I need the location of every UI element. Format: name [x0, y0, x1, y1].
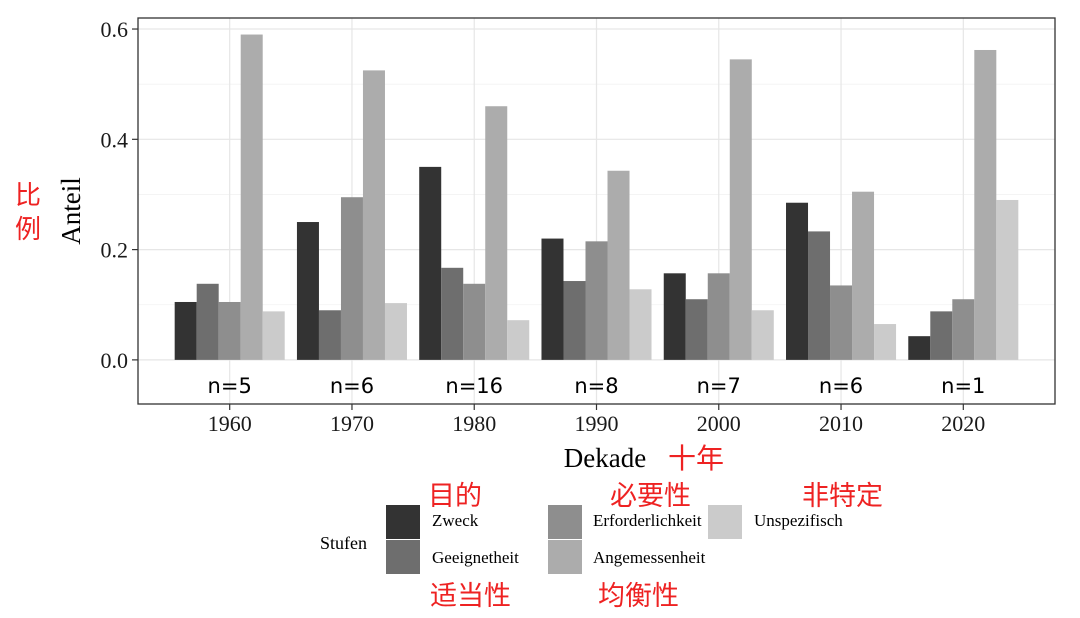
sample-size-label: n=6 [330, 374, 374, 398]
bar-unspezifisch-2010 [874, 324, 897, 360]
bar-geeignetheit-1980 [441, 267, 464, 360]
legend-label-angemessenheit: Angemessenheit [593, 548, 706, 567]
bar-geeignetheit-2010 [808, 231, 831, 360]
bar-geeignetheit-2020 [930, 311, 953, 360]
bar-erforderlichkeit-2000 [707, 273, 730, 360]
legend-label-geeignetheit: Geeignetheit [432, 548, 519, 567]
y-tick-label: 0.6 [101, 17, 129, 42]
x-tick-label: 2000 [697, 411, 741, 436]
bar-unspezifisch-1960 [262, 311, 285, 360]
y-tick-label: 0.4 [101, 127, 129, 152]
sample-size-label: n=16 [445, 374, 503, 398]
x-axis-annotation: 十年 [668, 442, 724, 475]
legend-title: Stufen [320, 533, 367, 553]
bar-erforderlichkeit-1980 [463, 283, 486, 360]
x-axis-title: Dekade [564, 443, 646, 473]
bar-unspezifisch-1970 [384, 303, 407, 360]
bar-zweck-2020 [908, 336, 931, 360]
x-tick-label: 1990 [575, 411, 619, 436]
bar-zweck-1960 [174, 301, 197, 360]
bar-geeignetheit-1970 [318, 310, 341, 360]
x-tick-label: 2020 [941, 411, 985, 436]
bar-erforderlichkeit-2020 [952, 299, 975, 360]
bar-angemessenheit-2000 [729, 59, 752, 360]
bar-angemessenheit-1960 [240, 34, 263, 360]
y-tick-label: 0.2 [101, 238, 129, 263]
legend-key-geeignetheit [386, 540, 420, 574]
bar-zweck-1970 [296, 222, 319, 360]
sample-size-label: n=6 [819, 374, 863, 398]
legend-annotation-zweck: 目的 [428, 481, 482, 512]
legend-key-angemessenheit [548, 540, 582, 574]
y-axis: 0.0 0.2 0.4 0.6 [101, 17, 138, 373]
bar-angemessenheit-2020 [974, 49, 997, 360]
x-tick-label: 2010 [819, 411, 863, 436]
bar-erforderlichkeit-1960 [218, 301, 241, 360]
bar-zweck-2000 [663, 273, 686, 360]
sample-size-label: n=5 [208, 374, 252, 398]
bar-unspezifisch-2000 [751, 310, 774, 360]
sample-size-labels: n=5 n=6 n=16 n=8 n=7 n=6 n=1 [208, 374, 986, 398]
legend-annotation-erforderlichkeit: 必要性 [610, 481, 691, 512]
bar-zweck-1980 [419, 166, 442, 360]
x-axis: 1960 1970 1980 1990 2000 2010 2020 [208, 404, 985, 436]
bar-geeignetheit-1990 [563, 281, 586, 360]
legend-annotation-geeignetheit: 适当性 [430, 581, 511, 612]
bar-angemessenheit-2010 [852, 191, 875, 360]
bar-zweck-2010 [786, 202, 809, 360]
sample-size-label: n=8 [574, 374, 618, 398]
legend-annotation-unspezifisch: 非特定 [802, 481, 883, 512]
bar-geeignetheit-2000 [685, 299, 708, 360]
bar-unspezifisch-2020 [996, 199, 1019, 360]
y-axis-annotation-1: 比 [15, 181, 41, 211]
legend-key-unspezifisch [708, 505, 742, 539]
bar-zweck-1990 [541, 238, 564, 360]
legend-annotation-angemessenheit: 均衡性 [598, 581, 679, 612]
x-tick-label: 1980 [452, 411, 496, 436]
legend-label-unspezifisch: Unspezifisch [754, 511, 843, 530]
bar-unspezifisch-1980 [507, 320, 530, 360]
y-axis-annotation-2: 例 [15, 215, 41, 245]
sample-size-label: n=1 [941, 374, 985, 398]
bar-geeignetheit-1960 [196, 283, 219, 360]
bar-erforderlichkeit-1990 [585, 241, 608, 360]
legend-key-zweck [386, 505, 420, 539]
bar-unspezifisch-1990 [629, 289, 652, 360]
bars [174, 34, 1019, 360]
legend-label-erforderlichkeit: Erforderlichkeit [593, 511, 702, 530]
sample-size-label: n=7 [697, 374, 741, 398]
bar-erforderlichkeit-1970 [340, 197, 363, 360]
x-tick-label: 1960 [208, 411, 252, 436]
bar-erforderlichkeit-2010 [830, 285, 853, 360]
bar-angemessenheit-1990 [607, 170, 630, 360]
legend-label-zweck: Zweck [432, 511, 479, 530]
x-tick-label: 1970 [330, 411, 374, 436]
legend-key-erforderlichkeit [548, 505, 582, 539]
y-tick-label: 0.0 [101, 348, 129, 373]
bar-angemessenheit-1970 [362, 70, 385, 360]
bar-angemessenheit-1980 [485, 106, 508, 360]
y-axis-title: Anteil [56, 177, 86, 245]
